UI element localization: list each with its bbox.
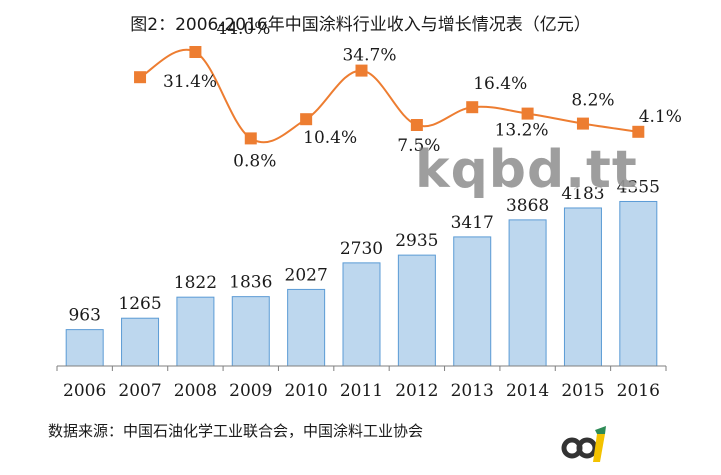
growth-value-label: 4.1% <box>639 107 682 127</box>
growth-value-label: 8.2% <box>571 91 614 111</box>
bar-value-label: 2935 <box>395 231 438 251</box>
growth-marker <box>189 46 202 58</box>
growth-marker <box>521 107 534 120</box>
bar <box>619 200 658 367</box>
bar <box>176 296 215 367</box>
x-axis-labels: 2006 2007 2008 2009 2010 2011 2012 2013 2014 2015… <box>63 381 660 401</box>
bar-value-label: 1822 <box>174 273 217 293</box>
bar-data-labels: 963 1265 1822 1836 2027 2730 2935 3417 3868 4183 4… <box>68 177 659 325</box>
x-tick-label: 2011 <box>340 381 383 401</box>
growth-value-label: 34.7% <box>342 46 396 66</box>
x-tick-label: 2007 <box>118 381 161 401</box>
x-tick-label: 2014 <box>506 381 549 401</box>
bar <box>121 317 160 367</box>
bar-value-label: 2027 <box>285 265 328 285</box>
x-tick-label: 2008 <box>174 381 217 401</box>
growth-line-series <box>134 46 645 145</box>
growth-value-label: 7.5% <box>397 136 440 156</box>
bar-value-label: 4355 <box>617 177 660 197</box>
site-logo-icon <box>561 426 606 462</box>
source-note: 数据来源：中国石油化学工业联合会，中国涂料工业协会 <box>48 422 424 440</box>
growth-line <box>139 48 639 144</box>
chart-title: 图2：2006-2016年中国涂料行业收入与增长情况表（亿元） <box>130 15 591 35</box>
bar <box>65 329 104 367</box>
growth-marker <box>134 71 147 84</box>
bar <box>342 262 381 367</box>
growth-value-label: 10.4% <box>303 128 357 148</box>
bar <box>397 254 436 367</box>
bar-value-label: 1265 <box>118 294 161 314</box>
bar-value-label: 1836 <box>229 273 272 293</box>
growth-marker <box>410 119 423 131</box>
x-tick-label: 2010 <box>285 381 328 401</box>
bar-series <box>65 200 658 367</box>
growth-marker <box>466 101 479 114</box>
x-tick-label: 2009 <box>229 381 272 401</box>
growth-marker <box>355 64 368 77</box>
growth-marker <box>632 125 645 138</box>
x-axis-ticks <box>56 366 667 371</box>
bar <box>287 288 326 367</box>
bar <box>563 207 602 367</box>
growth-marker <box>576 117 589 130</box>
x-tick-label: 2015 <box>561 381 604 401</box>
bar <box>453 236 492 367</box>
x-tick-label: 2016 <box>617 381 660 401</box>
growth-marker <box>300 113 313 126</box>
growth-marker <box>244 132 257 145</box>
bar-value-label: 4183 <box>561 184 604 204</box>
growth-value-label: 13.2% <box>495 121 549 141</box>
growth-value-label: 31.4% <box>163 72 217 92</box>
watermark-text: kqbd.tt <box>415 140 638 200</box>
growth-value-label: 16.4% <box>473 74 527 94</box>
bar-value-label: 3417 <box>451 213 494 233</box>
growth-data-labels: 31.4% 44.0% 0.8% 10.4% 34.7% 7.5% 16.4% 13.2% 8.… <box>163 19 682 171</box>
x-tick-label: 2013 <box>451 381 494 401</box>
x-tick-label: 2012 <box>395 381 438 401</box>
bar-value-label: 3868 <box>506 196 549 216</box>
growth-value-label: 0.8% <box>233 151 276 171</box>
bar <box>231 296 270 367</box>
bar-value-label: 963 <box>68 306 100 326</box>
growth-value-label: 44.0% <box>216 19 270 39</box>
x-tick-label: 2006 <box>63 381 106 401</box>
bar-value-label: 2730 <box>340 239 383 259</box>
bar <box>508 219 547 367</box>
